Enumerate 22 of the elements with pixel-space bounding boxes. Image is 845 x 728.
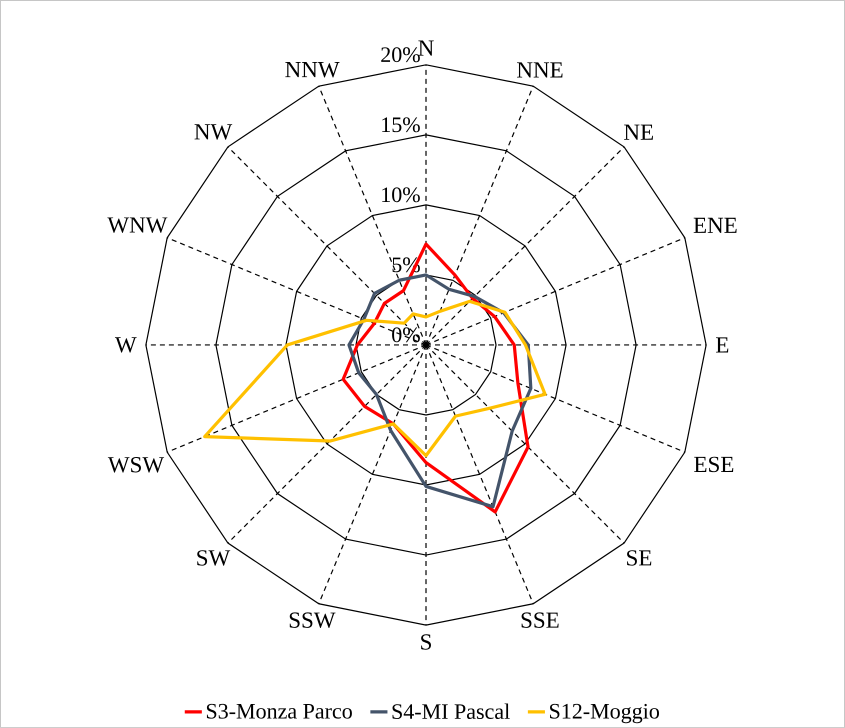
spoke-label: ENE — [694, 218, 737, 233]
spoke-label: SW — [197, 550, 230, 566]
legend-label: S12-Moggio — [550, 704, 659, 724]
spoke-label: ESE — [694, 456, 734, 472]
spoke-label: W — [114, 337, 137, 353]
spoke-label: S — [421, 634, 431, 650]
spoke-label: E — [716, 337, 728, 353]
spoke-label: SE — [627, 550, 652, 566]
spoke-label: WNW — [107, 217, 168, 233]
spoke-label: WSW — [108, 457, 164, 473]
spoke-label: N — [418, 40, 434, 56]
spoke-label: NW — [194, 124, 232, 140]
legend-label: S3-Monza Parco — [206, 704, 352, 719]
y-tick-label: 20% — [381, 47, 420, 62]
y-tick-label: 10% — [382, 187, 420, 202]
spoke-label: SSW — [290, 612, 336, 628]
spoke-label: SSE — [522, 612, 559, 628]
spoke-label: NE — [624, 124, 653, 140]
spoke-label: NNE — [517, 62, 563, 78]
y-tick-label: 15% — [382, 117, 420, 132]
legend-label: S4-MI Pascal — [392, 704, 510, 720]
spoke-label: NNW — [285, 62, 340, 78]
